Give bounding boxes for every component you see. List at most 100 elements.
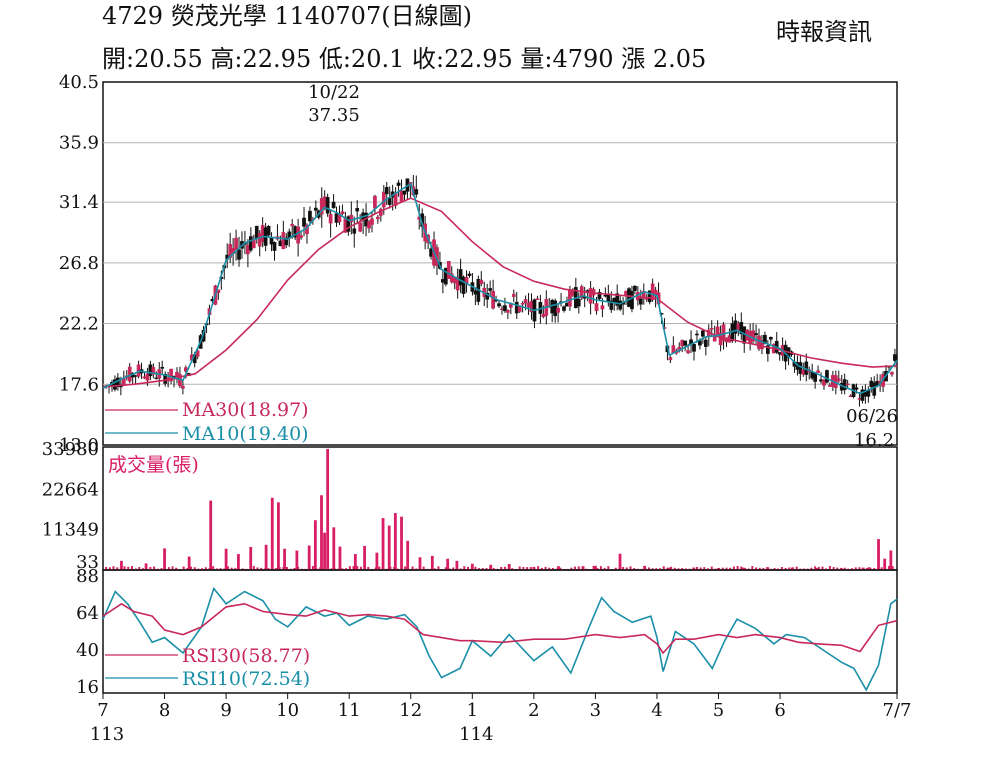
candle-body xyxy=(414,189,419,195)
volume-bar xyxy=(887,566,890,570)
candle-body xyxy=(308,210,312,222)
candle-body xyxy=(370,218,374,225)
volume-bar xyxy=(741,567,745,570)
volume-bar xyxy=(297,566,300,570)
volume-bar xyxy=(320,495,323,570)
volume-bar xyxy=(422,566,425,570)
candle-body xyxy=(387,197,392,205)
rsi-tick-label: 88 xyxy=(76,566,99,587)
candle-body xyxy=(556,307,560,313)
volume-bar xyxy=(307,545,311,570)
volume-bar xyxy=(230,567,233,570)
volume-bar xyxy=(507,564,511,570)
volume-bar xyxy=(703,567,706,570)
volume-bar xyxy=(119,567,122,570)
volume-bar xyxy=(666,567,669,570)
volume-bar xyxy=(725,567,728,570)
volume-bar xyxy=(226,566,229,570)
volume-bar xyxy=(234,567,237,570)
volume-bar xyxy=(854,567,857,570)
volume-bar xyxy=(322,568,325,570)
volume-bar xyxy=(791,567,794,570)
volume-bar xyxy=(814,566,817,570)
volume-bar xyxy=(526,567,529,570)
volume-bar xyxy=(278,567,281,570)
volume-bar xyxy=(596,568,599,570)
volume-bar xyxy=(455,560,459,570)
volume-bar xyxy=(836,567,839,570)
volume-bar xyxy=(271,567,274,570)
volume-bar xyxy=(478,568,481,570)
volume-tick-label: 22664 xyxy=(42,479,99,500)
candle-body xyxy=(615,293,620,306)
volume-bar xyxy=(548,567,551,570)
volume-bar xyxy=(891,566,894,570)
peak-date-label: 10/22 xyxy=(308,82,360,103)
candle-body xyxy=(523,299,528,304)
candle-body xyxy=(751,330,755,342)
rsi-frame xyxy=(102,569,898,694)
volume-bar xyxy=(599,566,602,570)
candle-body xyxy=(703,339,708,347)
volume-bar xyxy=(574,566,577,570)
volume-bar xyxy=(825,568,828,570)
month-label: 1 xyxy=(467,700,478,721)
volume-bar xyxy=(481,567,484,570)
volume-bar xyxy=(540,567,543,570)
volume-bar xyxy=(313,520,317,570)
volume-bar xyxy=(353,554,357,570)
candle-body xyxy=(446,261,451,279)
volume-bar xyxy=(651,568,654,570)
volume-bar xyxy=(667,567,671,570)
volume-bar xyxy=(884,568,887,570)
volume-bar xyxy=(375,552,379,570)
month-label: 10 xyxy=(276,700,299,721)
volume-bar xyxy=(492,568,495,570)
volume-bar xyxy=(869,568,872,570)
volume-bar xyxy=(352,566,355,570)
volume-bar xyxy=(389,566,392,570)
volume-bar xyxy=(544,566,547,570)
volume-bar xyxy=(883,558,887,570)
candle-body xyxy=(145,373,150,381)
candle-body xyxy=(609,300,614,310)
candle-body xyxy=(709,328,714,330)
chart-title: 4729 熒茂光學 1140707(日線圖) xyxy=(102,2,472,30)
volume-bar xyxy=(489,567,492,570)
month-label: 12 xyxy=(399,700,422,721)
candle-body xyxy=(825,370,829,383)
volume-bar xyxy=(655,568,658,570)
volume-bar xyxy=(518,566,521,570)
volume-bar xyxy=(446,558,450,570)
price-tick-label: 31.4 xyxy=(59,192,99,213)
candle-body xyxy=(284,237,289,246)
volume-bar xyxy=(295,550,299,570)
price-tick-label: 13.0 xyxy=(59,435,99,456)
low-date-label: 06/26 xyxy=(846,406,898,427)
candle-body xyxy=(576,298,581,307)
volume-bar xyxy=(267,568,270,570)
rsi30-legend-label: RSI30(58.77) xyxy=(182,645,310,667)
volume-bar xyxy=(452,567,455,570)
volume-bar xyxy=(551,567,554,570)
volume-bar xyxy=(485,568,488,570)
volume-bar xyxy=(673,567,676,570)
volume-bar xyxy=(437,566,440,570)
candle-body xyxy=(367,221,371,229)
volume-bar xyxy=(466,566,469,570)
candle-body xyxy=(600,305,605,310)
volume-bar xyxy=(695,567,698,570)
month-label: 7 xyxy=(97,700,108,721)
volume-bar xyxy=(212,566,215,570)
volume-bar xyxy=(592,566,595,570)
candle-body xyxy=(721,324,726,341)
price-tick-label: 22.2 xyxy=(59,314,99,335)
candle-body xyxy=(695,333,699,336)
volume-frame xyxy=(102,446,898,571)
volume-bar xyxy=(644,567,647,570)
volume-bar xyxy=(224,548,228,570)
month-label: 6 xyxy=(774,700,785,721)
volume-bar xyxy=(732,566,735,570)
